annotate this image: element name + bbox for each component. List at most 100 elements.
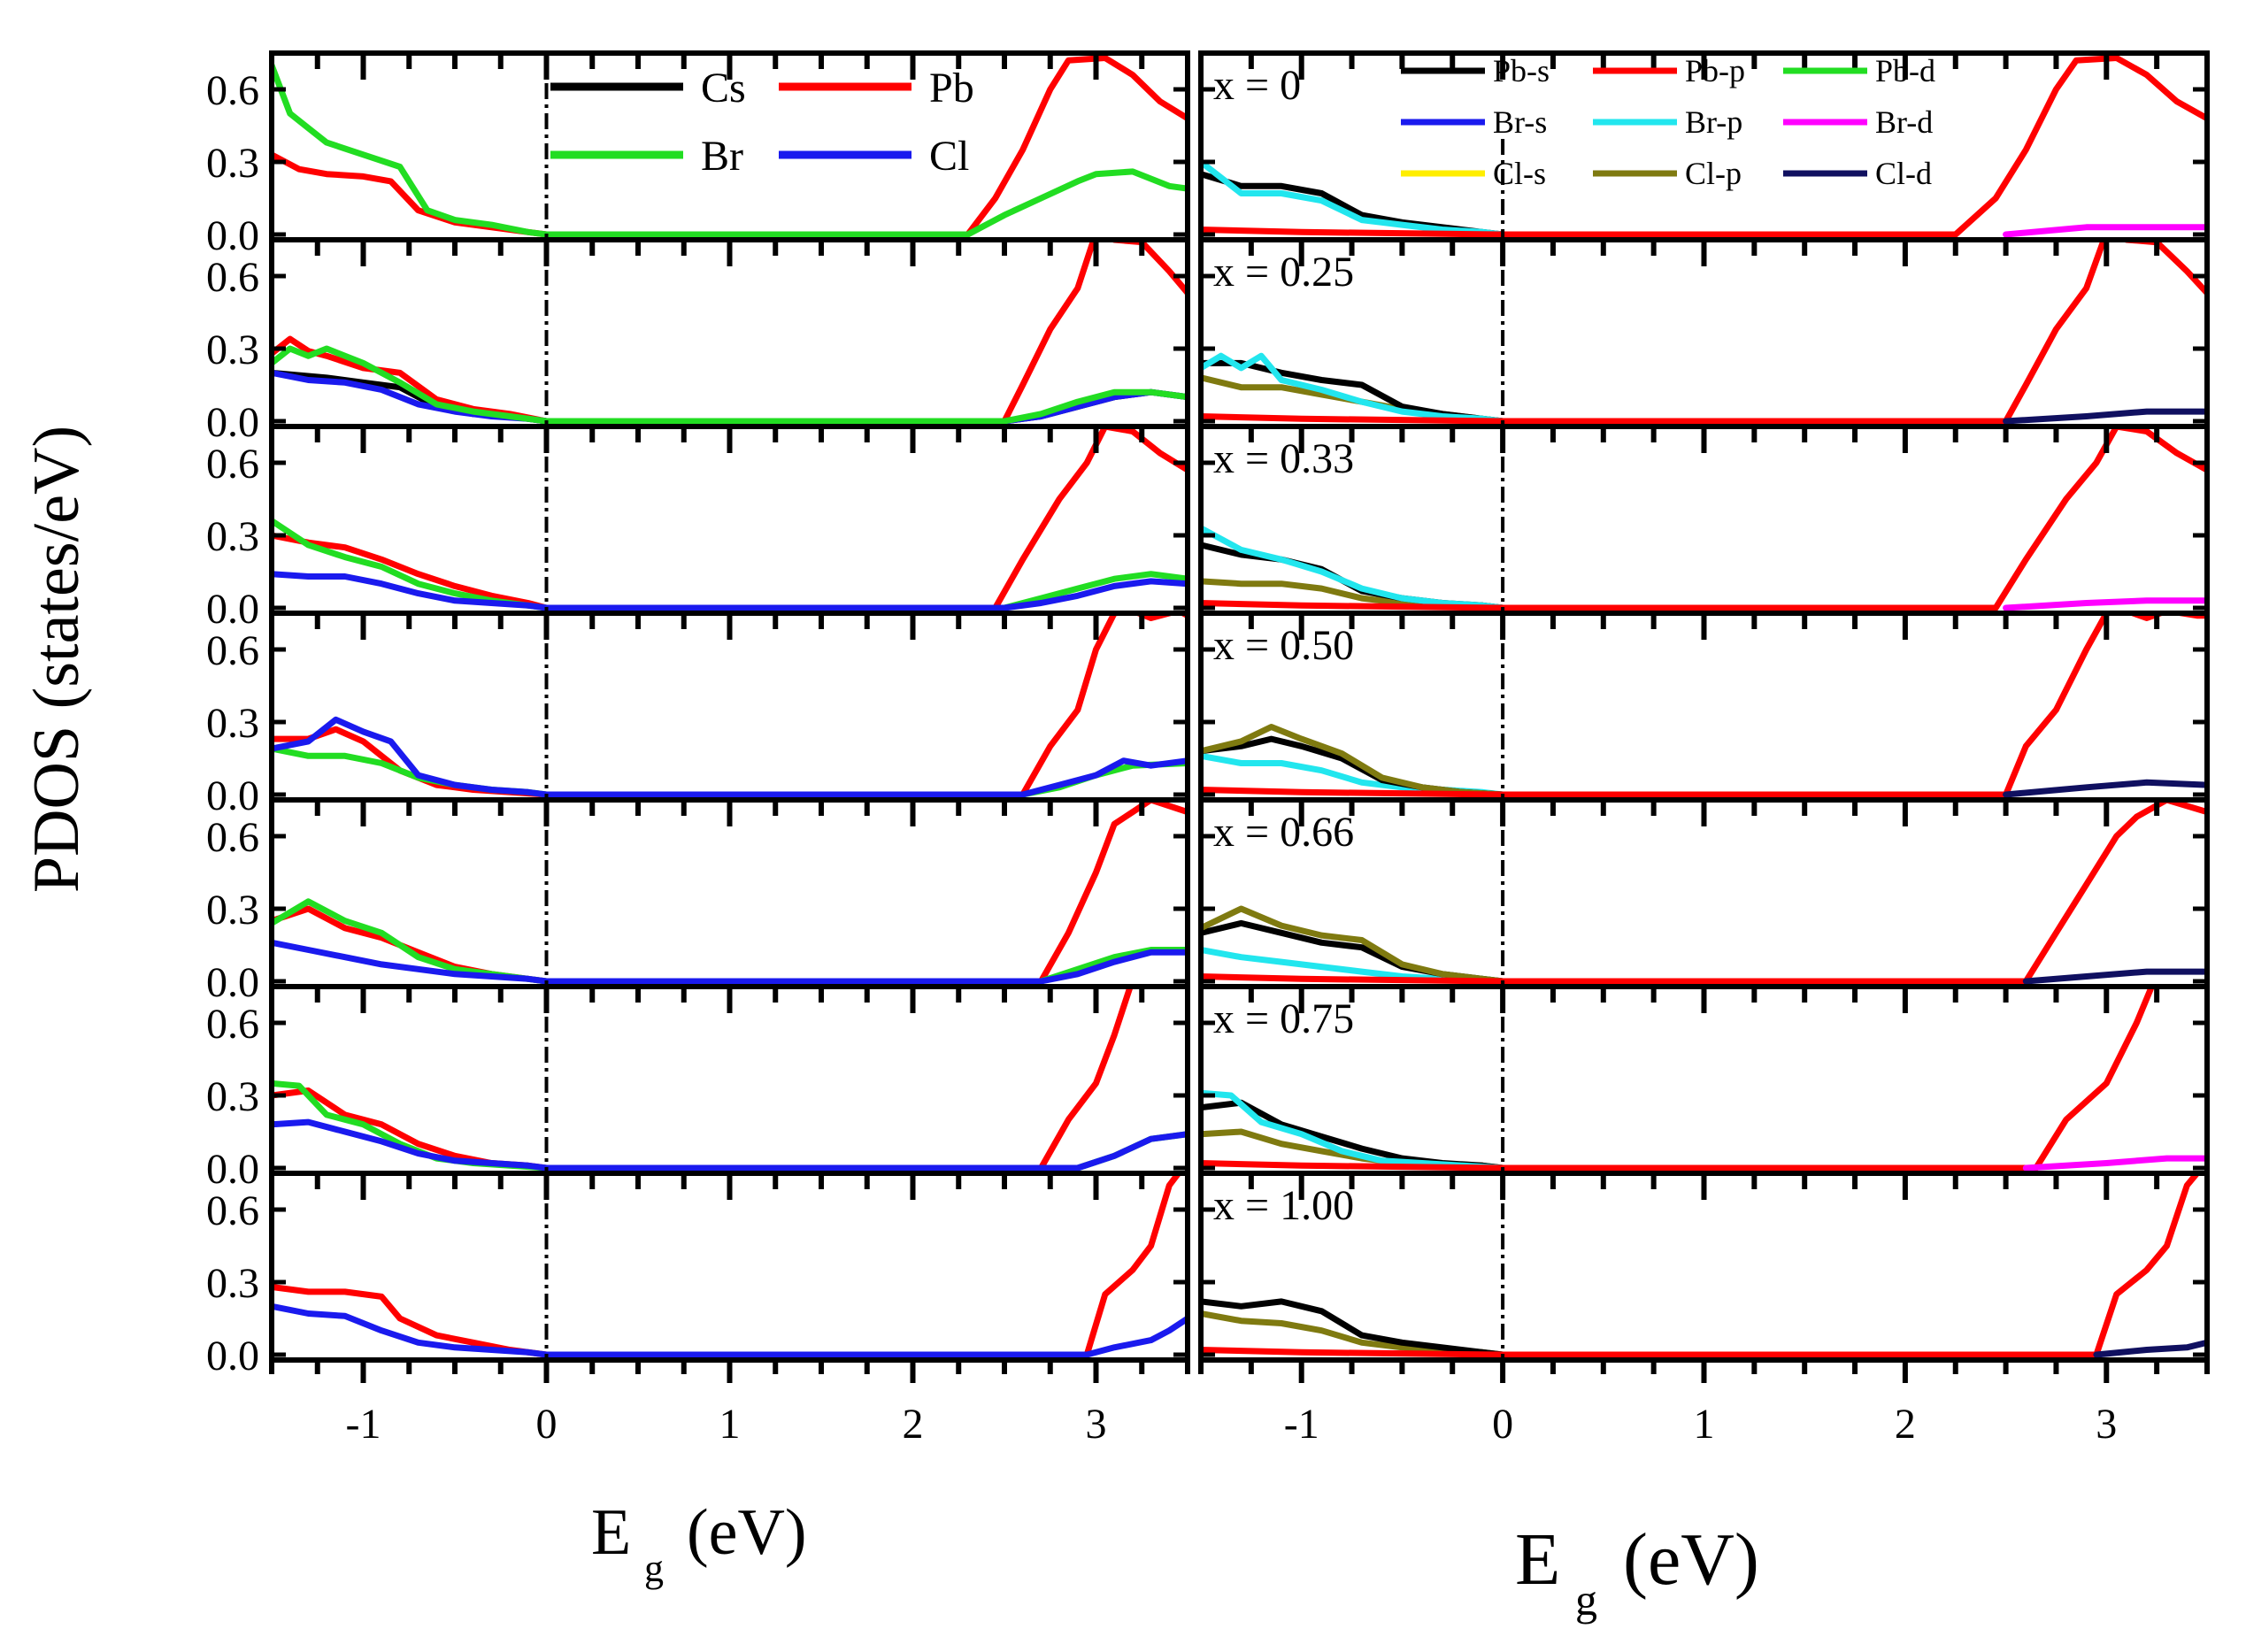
y-tick-label: 0.0 <box>206 586 259 633</box>
series-cl <box>272 1302 1188 1358</box>
panel-frame <box>1198 1171 2210 1363</box>
y-tick-label: 0.0 <box>206 1333 259 1379</box>
legend-item-cs: Cs <box>550 65 746 111</box>
series-group <box>1201 987 2207 1172</box>
series-pb <box>272 987 1134 1172</box>
series-cl <box>272 1118 1188 1172</box>
series-cl <box>272 716 1188 798</box>
panel-label: x = 0.25 <box>1213 249 1354 296</box>
legend-label: Cl-s <box>1493 156 1546 191</box>
y-tick-label: 0.0 <box>206 772 259 819</box>
legend-item-br-p: Br-p <box>1593 104 1742 140</box>
panel-label: x = 0.75 <box>1213 995 1354 1042</box>
y-tick-label: 0.3 <box>206 327 259 373</box>
series-cl <box>272 571 1188 611</box>
panel-label: x = 0.66 <box>1213 809 1354 856</box>
panel-6: x = 0.75 <box>1198 984 2210 1176</box>
y-tick-label: 0.3 <box>206 1073 259 1120</box>
x-tick-label: 0 <box>1492 1401 1513 1448</box>
series-cl-d <box>2022 968 2207 985</box>
legend-item-pb-s: Pb-s <box>1401 53 1550 88</box>
y-tick-label: 0.6 <box>206 254 259 301</box>
series-group <box>272 987 1188 1172</box>
x-axis-title-right-sub: g <box>1575 1575 1597 1625</box>
legend-label: Br-p <box>1685 104 1742 140</box>
legend-label: Br-d <box>1875 104 1933 140</box>
x-tick-label: 0 <box>536 1401 558 1448</box>
y-tick-label: 0.6 <box>206 67 259 114</box>
series-pb-p <box>1201 987 2156 1172</box>
legend-label: Br-s <box>1493 104 1547 140</box>
panel-label: x = 1.00 <box>1213 1182 1354 1229</box>
series-br <box>272 62 1188 238</box>
panel-4: 0.0 0.3 0.6 <box>206 611 1190 819</box>
series-group <box>1201 55 2207 238</box>
series-br-p <box>1201 352 1506 425</box>
series-br <box>272 345 1188 425</box>
legend-label: Cl-p <box>1685 156 1742 191</box>
legend-label: Pb-s <box>1493 53 1550 88</box>
y-tick-label: 0.6 <box>206 814 259 861</box>
y-tick-label: 0.0 <box>206 212 259 259</box>
x-tick-label: 1 <box>1694 1401 1715 1448</box>
panel-7: 0.0 0.3 0.6 <box>206 1171 1190 1383</box>
y-tick-label: 0.3 <box>206 513 259 560</box>
panel-1: 0.0 0.3 0.6 <box>206 50 1190 259</box>
series-pb-s <box>1201 171 1506 238</box>
x-tick-label: 1 <box>719 1401 741 1448</box>
y-tick-label: 0.6 <box>206 1001 259 1048</box>
panel-frame <box>269 1171 1190 1363</box>
legend-item-br: Br <box>550 133 743 180</box>
panel-label: x = 0.50 <box>1213 622 1354 669</box>
series-cl-p <box>1201 724 1506 798</box>
panel-label: x = 0 <box>1213 62 1301 109</box>
y-tick-label: 0.3 <box>206 140 259 187</box>
legend: Pb-s Pb-p Pb-d Br-s Br-p Br-d Cl-s Cl-p Cl-d <box>1401 53 1935 191</box>
panel-2: 0.0 0.3 0.6 <box>206 237 1190 446</box>
series-pb-s <box>1201 359 1506 425</box>
series-br <box>272 518 1188 611</box>
panel-3: 0.0 0.3 0.6 <box>206 424 1190 633</box>
left-chart: 0.00.30.60.00.30.60.00.30.60.00.30.60.00… <box>206 50 1190 1448</box>
y-tick-label: 0.0 <box>206 1146 259 1193</box>
series-pb-s <box>1201 735 1506 798</box>
y-tick-label: 0.6 <box>206 1187 259 1234</box>
series-group <box>272 426 1188 611</box>
y-tick-label: 0.6 <box>206 441 259 488</box>
y-tick-label: 0.6 <box>206 627 259 674</box>
legend-label: Pb <box>929 65 974 111</box>
legend-label: Cl-d <box>1875 156 1932 191</box>
legend-label: Pb-d <box>1875 53 1935 88</box>
x-axis-title-left-main: E <box>591 1496 631 1569</box>
series-cl-d <box>2093 1339 2207 1358</box>
legend: Cs Pb Br Cl <box>550 65 974 180</box>
series-group <box>1201 240 2207 425</box>
y-tick-label: 0.0 <box>206 959 259 1006</box>
legend-item-br-s: Br-s <box>1401 104 1547 140</box>
x-tick-label: 3 <box>2096 1401 2117 1448</box>
panel-1: x = 0 <box>1198 50 2210 242</box>
legend-label: Cs <box>701 65 746 111</box>
series-group <box>272 613 1188 798</box>
series-group <box>1201 800 2207 985</box>
y-tick-label: 0.0 <box>206 399 259 446</box>
series-cl-d <box>2003 779 2207 798</box>
legend-item-pb-d: Pb-d <box>1783 53 1935 88</box>
legend-label: Br <box>701 133 743 180</box>
series-br-d <box>2003 224 2207 238</box>
panel-label: x = 0.33 <box>1213 435 1354 482</box>
legend-item-br-d: Br-d <box>1783 104 1933 140</box>
series-pb-p <box>1201 1173 2202 1358</box>
series-group <box>272 800 1188 985</box>
x-axis-title-left: E g (eV) <box>591 1496 807 1590</box>
x-axis-title-left-sub: g <box>644 1547 664 1590</box>
right-chart: x = 0 x = 0.25 x = 0.33 x = 0.50 x = 0.66 x =… <box>1198 50 2210 1448</box>
series-cl <box>272 939 1188 985</box>
legend-item-pb: Pb <box>779 65 974 111</box>
y-tick-label: 0.3 <box>206 1260 259 1307</box>
x-tick-label: -1 <box>1284 1401 1319 1448</box>
legend-label: Pb-p <box>1685 53 1745 88</box>
x-axis-title-right-main: E <box>1515 1518 1560 1601</box>
series-br-d <box>2003 597 2207 611</box>
y-tick-label: 0.3 <box>206 887 259 934</box>
